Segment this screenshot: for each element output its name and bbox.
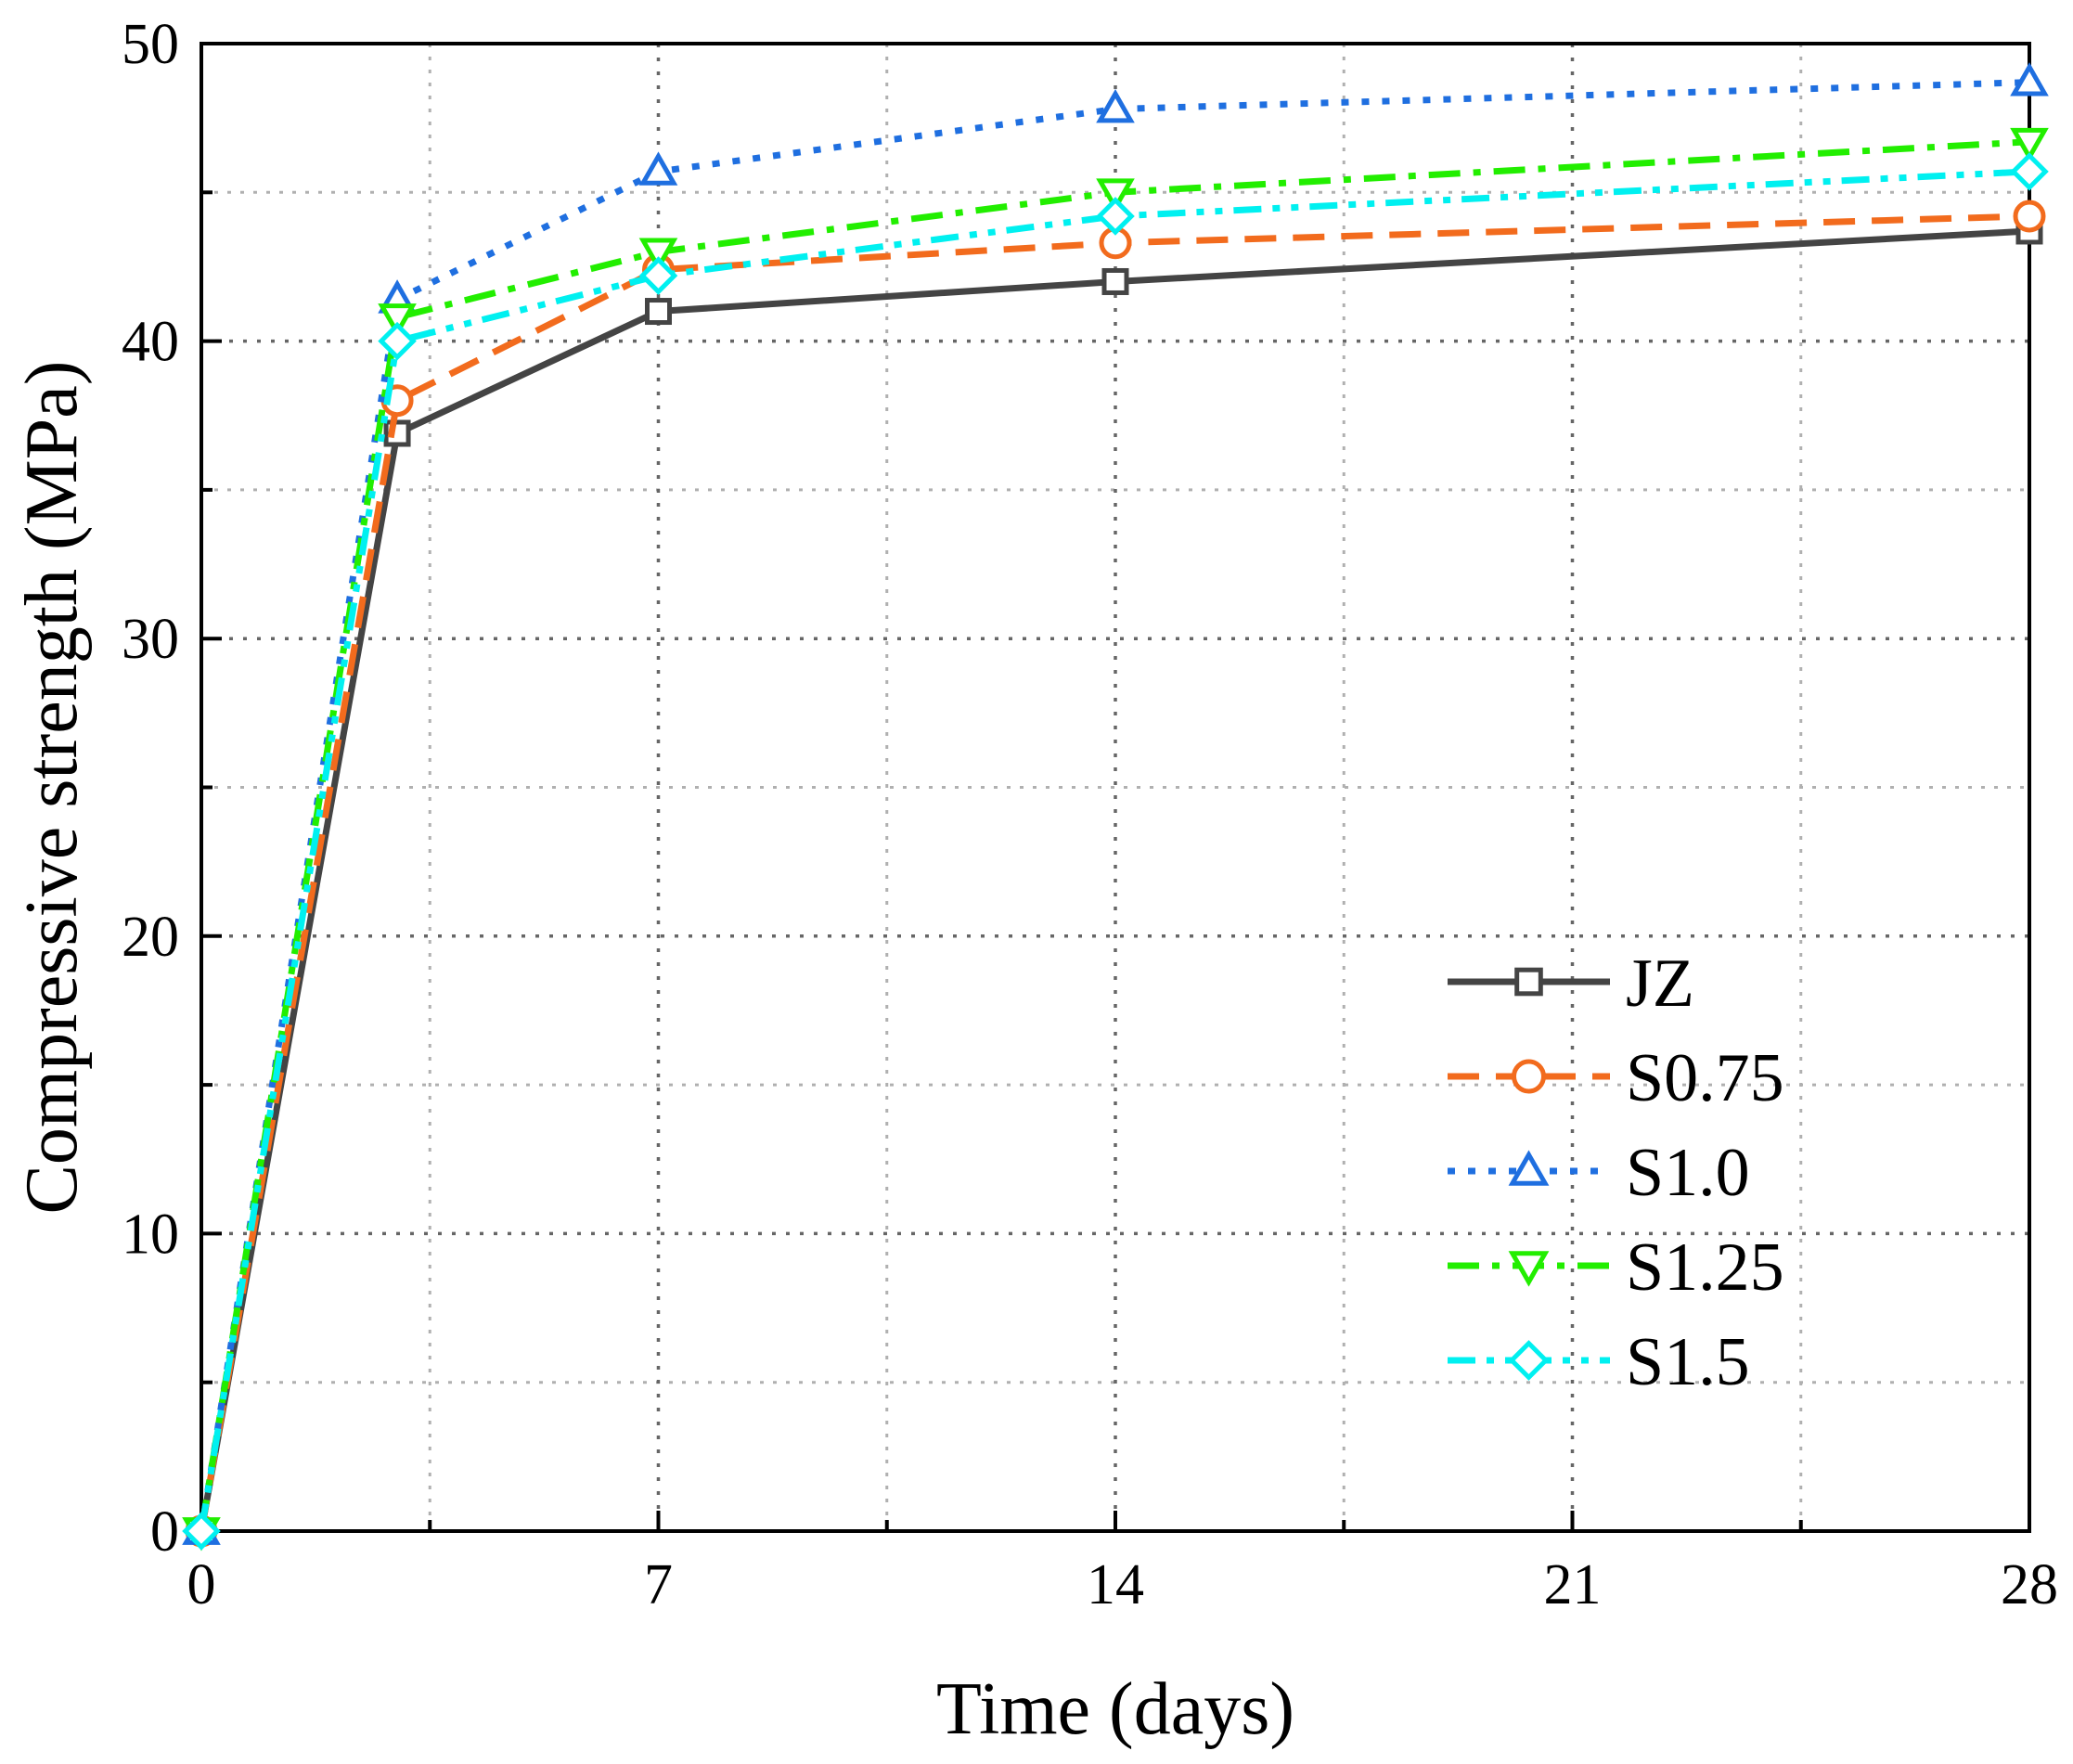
- axes: [200, 42, 2031, 1533]
- marker-diamond: [182, 1512, 221, 1551]
- legend-label: JZ: [1626, 946, 1694, 1022]
- series-line-S0.75: [198, 212, 2030, 1532]
- legend-label: S1.25: [1626, 1230, 1784, 1306]
- y-tick-label: 30: [122, 608, 179, 671]
- y-axis-title: Compressive strength (MPa): [11, 361, 93, 1215]
- grid: [201, 44, 2029, 1531]
- y-tick-label: 40: [122, 311, 179, 374]
- x-axis-title: Time (days): [936, 1668, 1294, 1750]
- x-tick-label: 7: [644, 1553, 673, 1616]
- marker-diamond: [638, 256, 678, 295]
- marker-triangle-up: [2010, 62, 2049, 97]
- legend-label: S0.75: [1626, 1040, 1784, 1116]
- y-tick-label: 0: [150, 1500, 179, 1564]
- series-line-S1.5: [198, 168, 2030, 1532]
- legend: JZ S0.75 S1.0 S1.25 S1.5: [1448, 946, 1784, 1400]
- legend-item-S1.25: S1.25: [1448, 1230, 1784, 1306]
- marker-circle: [1512, 1059, 1546, 1094]
- marker-triangle-down: [2010, 127, 2049, 162]
- series-group: [182, 62, 2049, 1552]
- x-tick-label: 28: [2001, 1553, 2058, 1616]
- series-S1.5: [182, 152, 2049, 1551]
- marker-square: [1514, 967, 1543, 997]
- marker-triangle-down: [638, 238, 678, 272]
- legend-item-S1.5: S1.5: [1448, 1324, 1750, 1400]
- y-tick-label: 50: [122, 13, 179, 76]
- legend-label: S1.0: [1626, 1135, 1750, 1211]
- x-tick-label: 0: [187, 1553, 216, 1616]
- marker-triangle-down: [1508, 1251, 1550, 1287]
- y-tick-label: 10: [122, 1203, 179, 1266]
- x-tick-label: 21: [1544, 1553, 1602, 1616]
- legend-item-S0.75: S0.75: [1448, 1040, 1784, 1116]
- x-tick-label: 14: [1087, 1553, 1144, 1616]
- marker-triangle-up: [1508, 1150, 1550, 1186]
- legend-item-S1.0: S1.0: [1448, 1135, 1750, 1211]
- marker-square: [645, 298, 672, 326]
- legend-item-JZ: JZ: [1448, 946, 1694, 1022]
- marker-square: [1101, 267, 1129, 295]
- y-tick-label: 20: [122, 906, 179, 969]
- marker-triangle-up: [1096, 88, 1135, 123]
- legend-label: S1.5: [1626, 1324, 1750, 1400]
- marker-diamond: [1508, 1340, 1550, 1381]
- marker-triangle-down: [1096, 178, 1135, 212]
- marker-triangle-up: [638, 151, 678, 186]
- marker-triangle-down: [378, 303, 417, 338]
- marker-diamond: [2010, 152, 2049, 191]
- tick-labels: 0 10 20 30 40 50 0 7 14 21 28: [122, 13, 2058, 1616]
- marker-diamond: [378, 321, 417, 361]
- marker-diamond: [1096, 197, 1135, 236]
- marker-circle: [2013, 200, 2046, 233]
